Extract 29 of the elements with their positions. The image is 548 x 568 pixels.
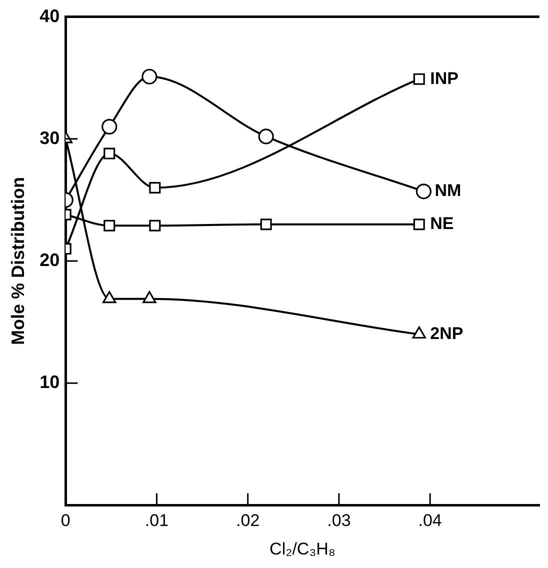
point	[142, 68, 158, 84]
point	[412, 326, 426, 339]
point	[413, 73, 425, 85]
series-label: 2NP	[430, 324, 464, 343]
x-tick-label: .04	[418, 511, 442, 530]
x-tick-label: .03	[327, 511, 351, 530]
point	[104, 148, 116, 160]
y-axis-title: Mole % Distribution	[8, 177, 28, 345]
series-label: NM	[434, 181, 462, 200]
point	[416, 184, 432, 200]
point	[413, 218, 425, 230]
point	[142, 291, 156, 304]
point	[104, 220, 116, 232]
point	[102, 291, 116, 304]
x-axis-title: Cl₂/C₃H₈	[270, 539, 336, 558]
series-label: NE	[430, 214, 454, 234]
point	[102, 118, 118, 134]
point	[149, 182, 161, 194]
series-label: INP	[430, 68, 458, 88]
x-tick-label: .01	[144, 511, 169, 530]
y-tick-label: 10	[40, 372, 60, 392]
point	[258, 128, 274, 144]
point	[260, 218, 272, 230]
point	[149, 220, 161, 232]
x-tick-label: .02	[236, 511, 260, 530]
y-tick-label: 20	[40, 250, 60, 270]
y-tick-label: 30	[40, 128, 60, 148]
x-tick-label: 0	[60, 511, 70, 530]
y-tick-label: 40	[40, 6, 60, 26]
